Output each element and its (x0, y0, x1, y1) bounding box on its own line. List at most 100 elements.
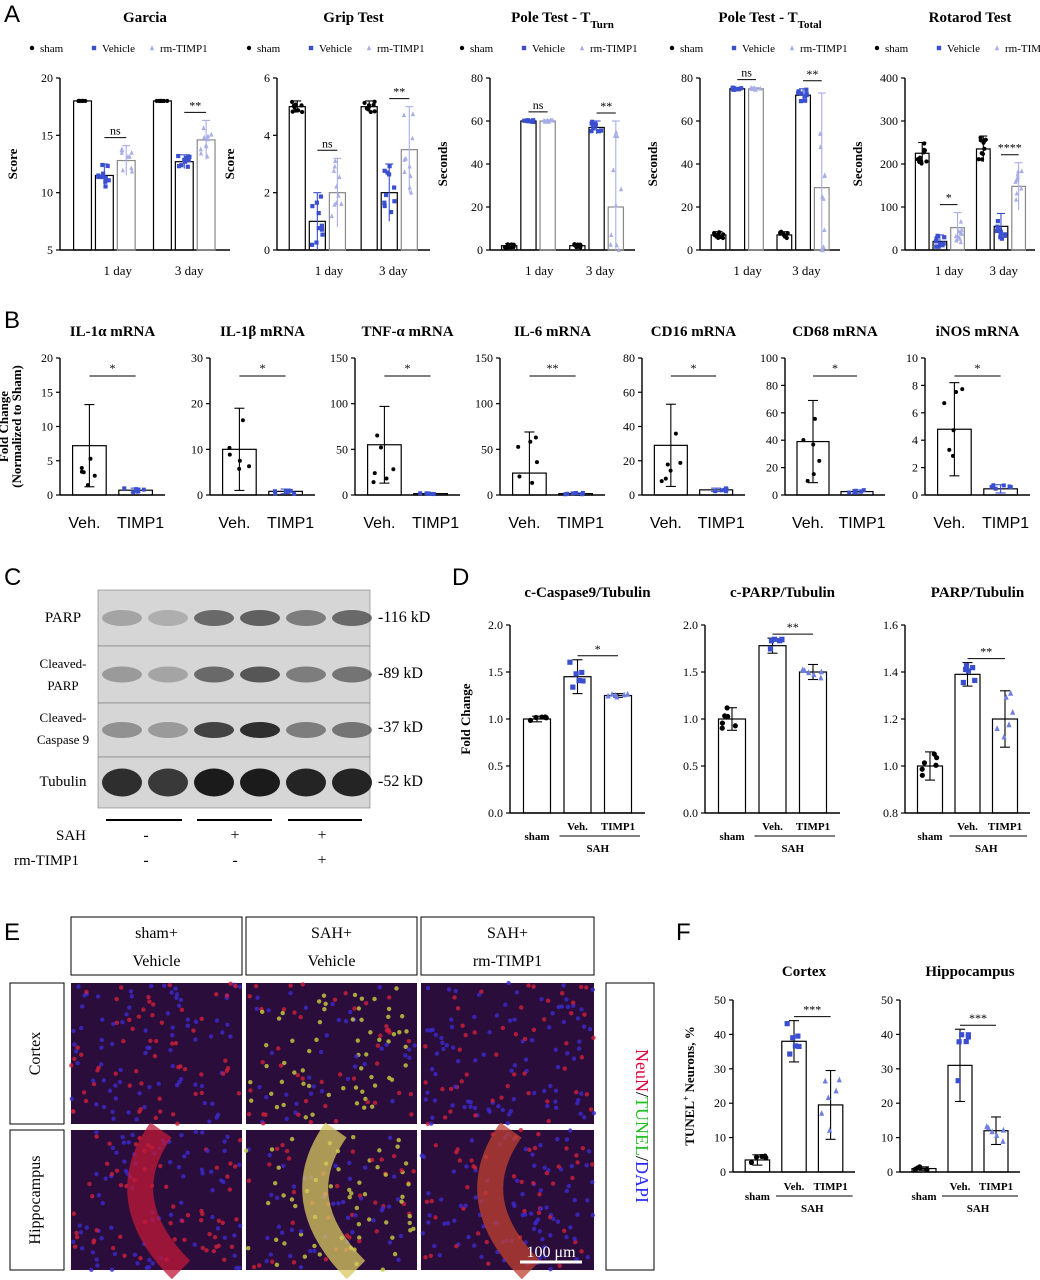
data-point (410, 111, 416, 117)
y-tick-label: 2 (264, 186, 270, 200)
data-point (543, 715, 549, 721)
data-point (994, 228, 1000, 234)
data-point (616, 247, 621, 253)
y-tick-label: 50 (481, 442, 493, 456)
blot-band (194, 768, 234, 797)
y-tick-label: 80 (766, 378, 778, 392)
cell-dot (452, 995, 457, 1000)
y-tick-label: 200 (880, 157, 898, 171)
y-tick-label: 80 (471, 71, 483, 85)
cell-dot (553, 1105, 559, 1111)
cell-dot (222, 1148, 227, 1154)
cell-dot (582, 1012, 587, 1017)
data-point (119, 150, 124, 155)
data-point (995, 219, 1000, 224)
cell-dot (357, 1193, 363, 1198)
data-point (99, 174, 104, 180)
band-label: Cleaved- (40, 656, 87, 671)
cell-dot (233, 983, 238, 989)
data-point (141, 487, 146, 492)
data-point (730, 86, 735, 91)
cell-dot (429, 1066, 435, 1072)
data-point (924, 1166, 930, 1173)
cell-dot (100, 1200, 105, 1206)
x-tick-label: 1 day (315, 263, 344, 278)
data-point (237, 458, 242, 463)
cell-dot (99, 1045, 104, 1050)
cell-dot (454, 1243, 459, 1249)
data-point (79, 466, 84, 471)
cell-dot (476, 992, 482, 998)
cell-dot (464, 1164, 469, 1169)
cell-dot (76, 984, 81, 989)
data-point (384, 476, 389, 481)
data-point (821, 244, 826, 250)
x-tick-label: 3 day (586, 263, 615, 278)
chart-B5: 0 20 40 60 80 CD16 mRNA Veh. TIMP1 * (623, 324, 745, 532)
cell-dot (207, 1119, 212, 1124)
y-tick-label: 20 (714, 1096, 726, 1110)
data-point (955, 1078, 961, 1084)
cell-dot (425, 1090, 430, 1095)
significance-label: ** (980, 645, 992, 659)
data-point (792, 1043, 799, 1049)
cell-dot (386, 1204, 392, 1209)
cell-dot (561, 983, 566, 988)
data-point (611, 167, 616, 173)
condition-value: - (232, 852, 237, 869)
group-label: SAH (975, 843, 998, 855)
cell-dot (514, 990, 520, 995)
cell-dot (128, 989, 134, 994)
cell-dot (281, 1163, 286, 1169)
cell-dot (575, 1160, 580, 1165)
y-tick-label: 4 (264, 128, 270, 142)
data-point (1010, 709, 1016, 715)
data-point (516, 444, 521, 449)
legend-entry: rm-TIMP1 (800, 43, 848, 55)
cell-dot (246, 1111, 252, 1117)
cell-dot (168, 1047, 173, 1053)
cell-dot (317, 1252, 322, 1257)
cell-dot (289, 1227, 295, 1233)
cell-dot (89, 1267, 94, 1273)
cell-dot (363, 1000, 369, 1006)
cell-dot (403, 1053, 408, 1058)
data-point (80, 98, 85, 104)
cell-dot (465, 1099, 471, 1104)
cell-dot (306, 1083, 312, 1089)
data-point (820, 193, 825, 199)
cell-dot (282, 1241, 287, 1246)
cell-dot (531, 1180, 536, 1186)
data-point (678, 460, 683, 465)
data-point (402, 169, 407, 175)
data-point (982, 146, 987, 151)
cell-dot (591, 1035, 596, 1041)
cell-dot (296, 1112, 301, 1117)
cell-dot (179, 1132, 184, 1138)
cell-dot (523, 1146, 528, 1152)
data-point (796, 90, 801, 95)
data-point (545, 118, 550, 123)
cell-dot (274, 1104, 280, 1110)
cell-dot (246, 1178, 252, 1183)
data-point (933, 239, 939, 244)
y-tick-label: 0 (47, 488, 53, 502)
stain-legend-box (605, 982, 655, 1271)
data-point (336, 192, 341, 198)
cell-dot (205, 1148, 210, 1154)
bar (152, 100, 172, 251)
cell-dot (146, 994, 151, 1000)
legend-entry: Vehicle (532, 43, 565, 55)
cell-dot (121, 1140, 127, 1145)
cell-dot (137, 1091, 142, 1096)
cell-dot (120, 1134, 125, 1140)
y-tick-label: 60 (681, 114, 693, 128)
cell-dot (267, 1162, 272, 1167)
cell-dot (94, 1257, 99, 1262)
cell-dot (511, 1174, 517, 1179)
cell-dot (408, 1091, 414, 1097)
cell-dot (564, 1188, 569, 1194)
cell-dot (449, 1017, 454, 1022)
cell-dot (80, 1004, 85, 1009)
data-point (811, 472, 816, 477)
